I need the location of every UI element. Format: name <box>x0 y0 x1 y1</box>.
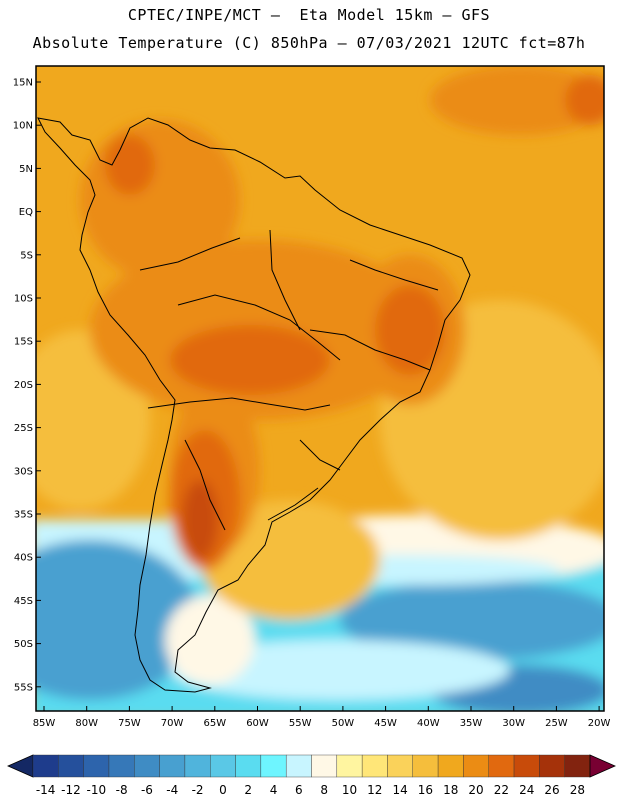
temperature-zone <box>170 325 330 395</box>
longitude-tick-label: 25W <box>545 718 568 729</box>
latitude-tick-label: EQ <box>19 207 33 218</box>
latitude-tick-label: 55S <box>14 682 33 693</box>
colorbar-swatch <box>285 754 312 778</box>
latitude-tick-label: 50S <box>14 639 33 650</box>
latitude-tick-label: 30S <box>14 466 33 477</box>
colorbar-label: 22 <box>494 783 509 797</box>
longitude-tick-label: 60W <box>246 718 269 729</box>
colorbar-swatch <box>463 754 489 778</box>
colorbar-swatch <box>488 754 515 778</box>
temperature-zone <box>565 75 604 125</box>
temperature-zone <box>105 135 155 195</box>
temperature-zone <box>80 120 240 280</box>
longitude-tick-label: 45W <box>374 718 397 729</box>
colorbar: -14 -12 -10 -8 -6 -4 -2 0 2 4 6 8 10 12 14 16 18 20 22 24 26… <box>7 754 616 797</box>
longitude-tick-label: 50W <box>332 718 355 729</box>
colorbar-label: 8 <box>320 783 328 797</box>
colorbar-swatch <box>361 754 388 778</box>
temperature-zone <box>340 580 604 660</box>
longitude-tick-label: 55W <box>289 718 312 729</box>
longitude-tick-label: 30W <box>502 718 525 729</box>
colorbar-label: -10 <box>86 783 106 797</box>
chart-title-line1: CPTEC/INPE/MCT – Eta Model 15km – GFS <box>127 6 491 24</box>
longitude-tick-label: 20W <box>588 718 611 729</box>
colorbar-swatch <box>108 754 135 778</box>
colorbar-label: 12 <box>367 783 382 797</box>
colorbar-label: -12 <box>61 783 81 797</box>
temperature-zone <box>36 540 200 700</box>
longitude-tick-label: 40W <box>417 718 440 729</box>
temperature-zone <box>170 640 510 700</box>
colorbar-swatch <box>83 754 110 778</box>
colorbar-swatch <box>235 754 262 778</box>
latitude-tick-label: 15S <box>14 337 33 348</box>
colorbar-swatch <box>311 754 338 778</box>
longitude-axis: 85W 80W 75W 70W 65W 60W 55W 50W 45W 40W 35W 30W 25W 2… <box>33 706 611 729</box>
colorbar-swatch <box>32 754 59 778</box>
colorbar-label: 28 <box>570 783 585 797</box>
latitude-axis: 15N 10N 5N EQ 5S 10S 15S 20S 25S 30S 35S 40S 45S 50S 5… <box>13 78 41 693</box>
colorbar-high-arrow <box>589 754 616 778</box>
chart-title-line2: Absolute Temperature (C) 850hPa – 07/03/… <box>32 34 586 52</box>
colorbar-swatch <box>134 754 160 778</box>
longitude-tick-label: 70W <box>161 718 184 729</box>
colorbar-label: -2 <box>192 783 204 797</box>
colorbar-swatch <box>513 754 540 778</box>
colorbar-label: 16 <box>418 783 433 797</box>
latitude-tick-label: 10S <box>14 294 33 305</box>
colorbar-label: -8 <box>116 783 128 797</box>
colorbar-swatch <box>260 754 287 778</box>
colorbar-swatch <box>412 754 439 778</box>
colorbar-label: 0 <box>219 783 227 797</box>
colorbar-swatch <box>210 754 236 778</box>
colorbar-label: -4 <box>166 783 178 797</box>
colorbar-swatch <box>58 754 84 778</box>
colorbar-swatch <box>336 754 363 778</box>
colorbar-swatch <box>564 754 591 778</box>
temperature-zone <box>430 66 604 135</box>
plot-frame <box>35 65 605 712</box>
colorbar-label: 4 <box>270 783 278 797</box>
colorbar-label: 10 <box>342 783 357 797</box>
longitude-tick-label: 80W <box>75 718 98 729</box>
latitude-tick-label: 40S <box>14 553 33 564</box>
colorbar-swatch <box>539 754 565 778</box>
longitude-tick-label: 65W <box>203 718 226 729</box>
colorbar-label: 24 <box>519 783 534 797</box>
temperature-field <box>36 66 604 711</box>
colorbar-label: 18 <box>443 783 458 797</box>
colorbar-swatch <box>184 754 211 778</box>
temperature-zone <box>375 285 445 375</box>
colorbar-label: 2 <box>244 783 252 797</box>
temperature-zone <box>165 595 255 685</box>
longitude-tick-label: 75W <box>118 718 141 729</box>
colorbar-swatch <box>387 754 413 778</box>
latitude-tick-label: 10N <box>13 121 33 132</box>
continent-outline <box>37 117 471 693</box>
colorbar-low-arrow <box>7 754 34 778</box>
colorbar-label: 6 <box>295 783 303 797</box>
temperature-zone <box>182 480 218 560</box>
longitude-tick-label: 35W <box>460 718 483 729</box>
colorbar-label: 14 <box>392 783 407 797</box>
latitude-tick-label: 15N <box>13 78 33 89</box>
colorbar-label: -6 <box>141 783 153 797</box>
colorbar-label: 20 <box>468 783 483 797</box>
longitude-tick-label: 85W <box>33 718 56 729</box>
colorbar-label: 26 <box>544 783 559 797</box>
latitude-tick-label: 5N <box>19 164 33 175</box>
colorbar-label: -14 <box>36 783 56 797</box>
latitude-tick-label: 35S <box>14 510 33 521</box>
latitude-tick-label: 5S <box>20 250 33 261</box>
latitude-tick-label: 20S <box>14 380 33 391</box>
colorbar-swatch <box>159 754 186 778</box>
colorbar-swatch <box>437 754 464 778</box>
latitude-tick-label: 45S <box>14 596 33 607</box>
latitude-tick-label: 25S <box>14 423 33 434</box>
